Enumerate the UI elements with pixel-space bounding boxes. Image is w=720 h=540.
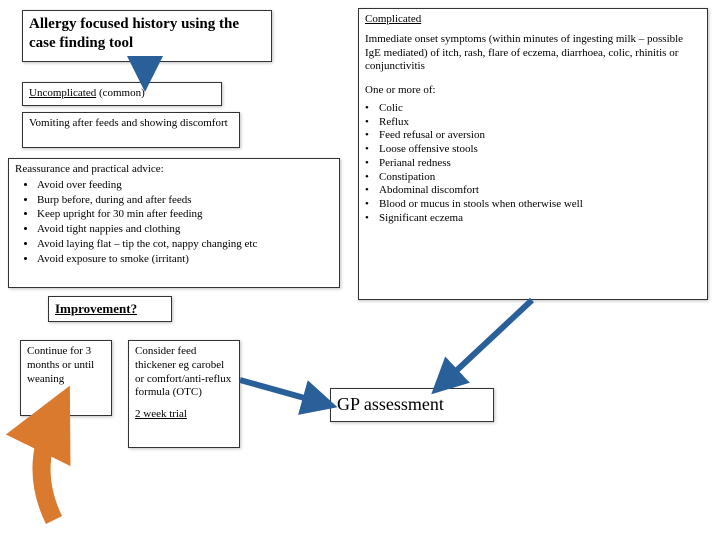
complicated-list: •Colic•Reflux•Feed refusal or aversion•L…	[365, 102, 701, 226]
complicated-item: •Colic	[365, 102, 701, 116]
advice-item: Avoid laying flat – tip the cot, nappy c…	[37, 238, 333, 252]
complicated-item: •Reflux	[365, 116, 701, 130]
bullet-icon: •	[365, 184, 379, 198]
continue-text: Continue for 3 months or until weaning	[27, 345, 94, 385]
title-text: Allergy focused history using the case f…	[29, 16, 239, 51]
thickener-line1: Consider feed thickener eg carobel or co…	[135, 345, 233, 400]
complicated-item: •Perianal redness	[365, 157, 701, 171]
bullet-icon: •	[365, 102, 379, 116]
thickener-line2: 2 week trial	[135, 408, 233, 422]
uncomplicated-box: Uncomplicated (common)	[22, 82, 222, 106]
complicated-one-or-more: One or more of:	[365, 84, 701, 98]
complicated-item-text: Perianal redness	[379, 157, 451, 171]
bullet-icon: •	[365, 116, 379, 130]
complicated-heading: Complicated	[365, 13, 701, 27]
gp-text: GP assessment	[337, 394, 444, 414]
title-box: Allergy focused history using the case f…	[22, 10, 272, 62]
gp-box: GP assessment	[330, 388, 494, 422]
improvement-box: Improvement?	[48, 296, 172, 322]
complicated-item-text: Constipation	[379, 171, 435, 185]
complicated-item: •Loose offensive stools	[365, 143, 701, 157]
thickener-box: Consider feed thickener eg carobel or co…	[128, 340, 240, 448]
complicated-item: •Constipation	[365, 171, 701, 185]
arrow	[440, 300, 532, 386]
advice-item: Burp before, during and after feeds	[37, 194, 333, 208]
vomiting-text: Vomiting after feeds and showing discomf…	[29, 117, 228, 129]
bullet-icon: •	[365, 157, 379, 171]
complicated-box: Complicated Immediate onset symptoms (wi…	[358, 8, 708, 300]
advice-item: Avoid over feeding	[37, 179, 333, 193]
complicated-item-text: Reflux	[379, 116, 409, 130]
complicated-item-text: Significant eczema	[379, 212, 463, 226]
curved-arrow	[42, 418, 55, 520]
bullet-icon: •	[365, 198, 379, 212]
advice-item: Avoid exposure to smoke (irritant)	[37, 253, 333, 267]
bullet-icon: •	[365, 143, 379, 157]
improvement-text: Improvement?	[55, 301, 137, 316]
advice-item: Keep upright for 30 min after feeding	[37, 208, 333, 222]
complicated-item: •Blood or mucus in stools when otherwise…	[365, 198, 701, 212]
continue-box: Continue for 3 months or until weaning	[20, 340, 112, 416]
uncomplicated-suffix: (common)	[96, 87, 145, 99]
bullet-icon: •	[365, 212, 379, 226]
bullet-icon: •	[365, 171, 379, 185]
complicated-item-text: Abdominal discomfort	[379, 184, 479, 198]
complicated-item-text: Colic	[379, 102, 403, 116]
advice-heading: Reassurance and practical advice:	[15, 163, 333, 177]
uncomplicated-heading: Uncomplicated	[29, 87, 96, 99]
complicated-item: •Abdominal discomfort	[365, 184, 701, 198]
complicated-item-text: Feed refusal or aversion	[379, 129, 485, 143]
complicated-item: •Significant eczema	[365, 212, 701, 226]
complicated-item: •Feed refusal or aversion	[365, 129, 701, 143]
vomiting-box: Vomiting after feeds and showing discomf…	[22, 112, 240, 148]
bullet-icon: •	[365, 129, 379, 143]
advice-box: Reassurance and practical advice: Avoid …	[8, 158, 340, 288]
complicated-item-text: Loose offensive stools	[379, 143, 478, 157]
advice-list: Avoid over feedingBurp before, during an…	[15, 179, 333, 267]
arrow	[240, 380, 326, 404]
complicated-intro: Immediate onset symptoms (within minutes…	[365, 33, 701, 74]
advice-item: Avoid tight nappies and clothing	[37, 223, 333, 237]
complicated-item-text: Blood or mucus in stools when otherwise …	[379, 198, 583, 212]
